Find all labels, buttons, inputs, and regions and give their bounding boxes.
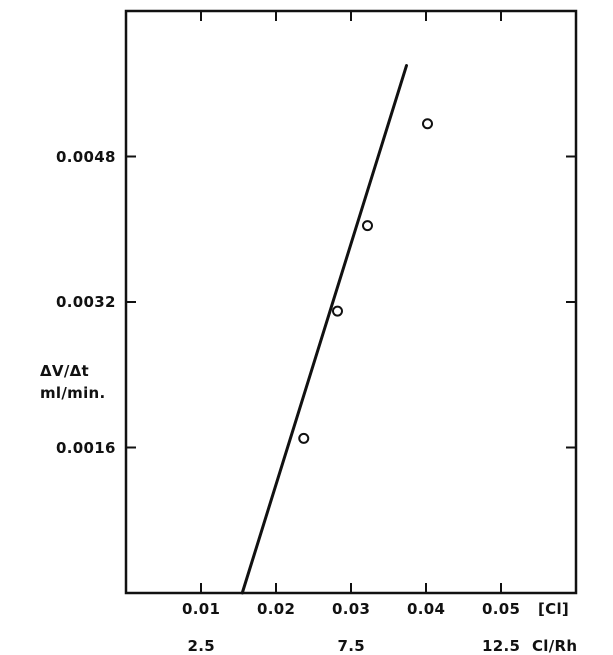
x-tick-label-3: 0.04: [407, 600, 445, 618]
y-axis-label-line-1: ΔV/Δt: [40, 360, 106, 382]
y-tick-label-2: 0.0048: [56, 148, 116, 166]
data-point-1: [333, 307, 342, 316]
data-point-3: [423, 119, 432, 128]
x-tick-label-0: 0.01: [182, 600, 220, 618]
y-tick-label-1: 0.0032: [56, 293, 116, 311]
x-tick-label-4: 0.05: [482, 600, 520, 618]
x2-tick-label-2: 12.5: [482, 637, 520, 655]
data-point-2: [363, 221, 372, 230]
plot-frame: [126, 11, 576, 593]
x-tick-label-2: 0.03: [332, 600, 370, 618]
fit-line: [242, 66, 406, 593]
data-point-0: [299, 434, 308, 443]
x-axis-label-cl: [Cl]: [538, 600, 569, 618]
x-tick-label-1: 0.02: [257, 600, 295, 618]
x2-tick-label-1: 7.5: [338, 637, 365, 655]
y-tick-label-0: 0.0016: [56, 439, 116, 457]
x-axis-label-cl-rh: Cl/Rh: [532, 637, 577, 655]
y-axis-label-line-2: ml/min.: [40, 382, 106, 404]
y-axis-label: ΔV/Δt ml/min.: [40, 360, 106, 404]
x2-tick-label-0: 2.5: [188, 637, 215, 655]
